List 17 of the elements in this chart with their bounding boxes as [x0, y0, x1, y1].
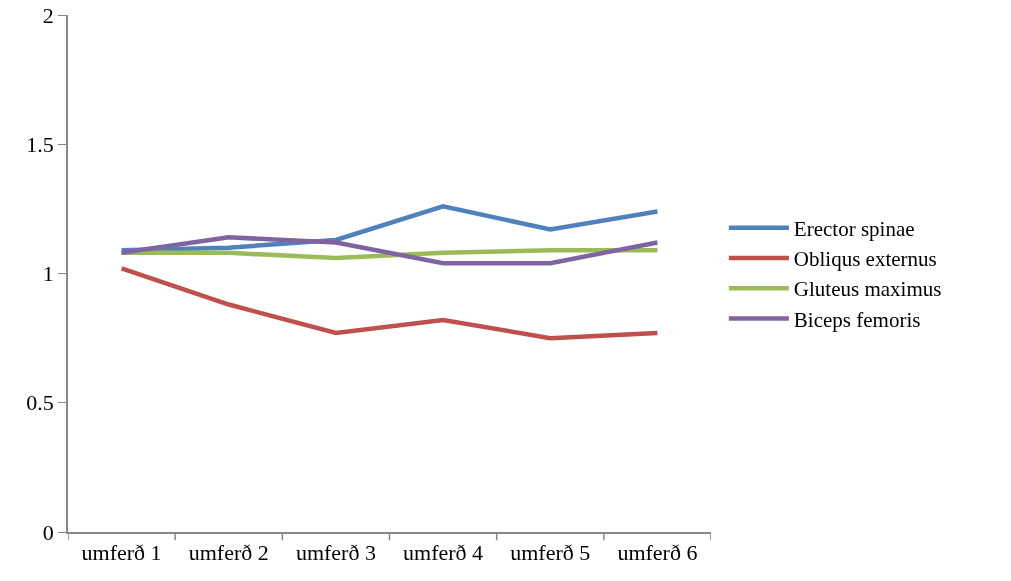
- legend-label: Erector spinae: [793, 216, 915, 241]
- y-tick-label: 1.5: [26, 131, 54, 157]
- y-tick-label: 2: [42, 2, 54, 28]
- line-series: [119, 235, 660, 266]
- x-tick-label: umferð 3: [295, 540, 376, 566]
- x-tick-label: umferð 5: [510, 540, 591, 566]
- x-tick-label: umferð 1: [81, 540, 162, 566]
- x-tick-label: umferð 4: [403, 540, 484, 566]
- y-tick-label: 1: [42, 261, 54, 287]
- y-tick-label: 0: [42, 519, 54, 545]
- x-tick-label: umferð 2: [188, 540, 269, 566]
- x-tick-label: umferð 6: [617, 540, 698, 566]
- legend-label: Gluteus maximus: [793, 277, 942, 302]
- legend-label: Biceps femoris: [793, 307, 921, 332]
- y-tick-label: 0.5: [26, 390, 54, 416]
- legend-label: Obliqus externus: [793, 247, 937, 272]
- line-series: [119, 266, 660, 341]
